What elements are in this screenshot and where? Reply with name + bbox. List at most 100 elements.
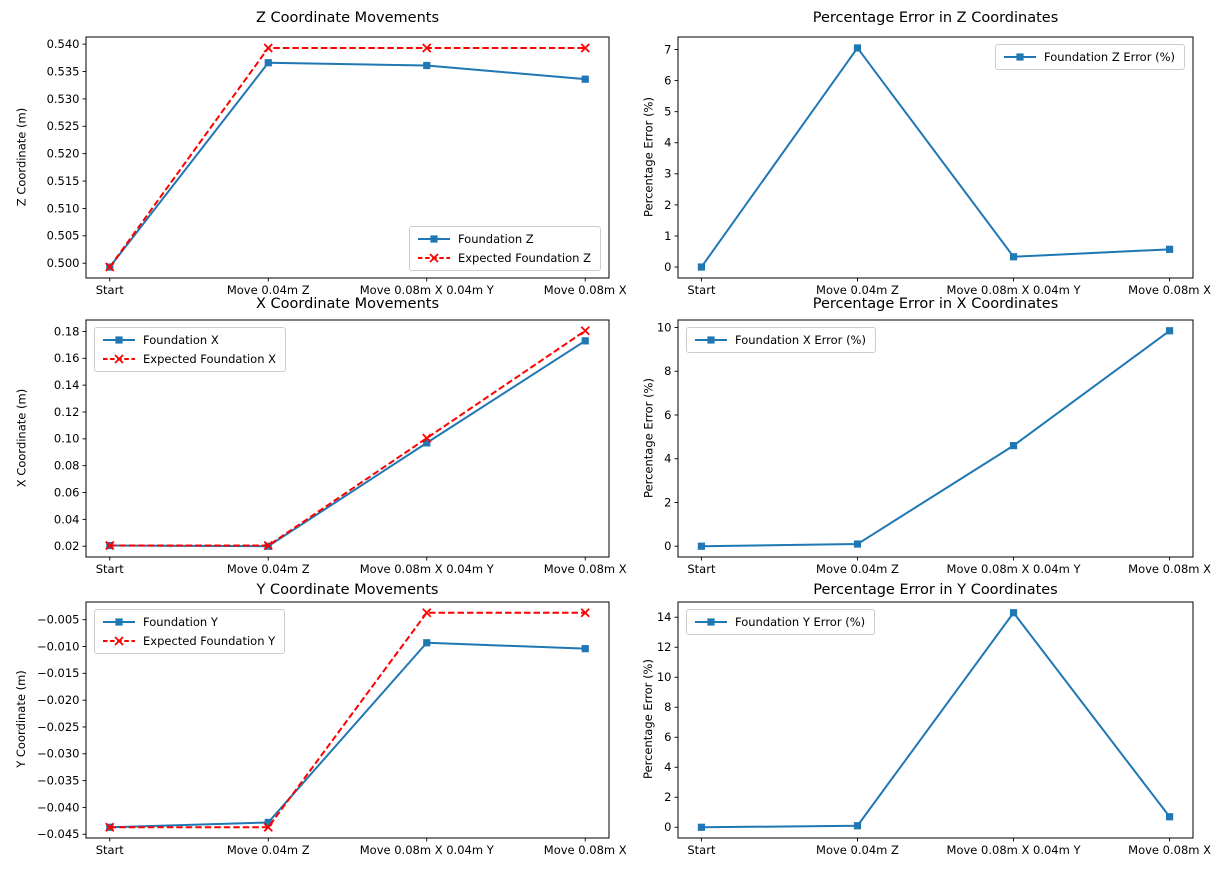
plot-area: 0 1 2 3 4 5 6 7 Start Move 0.04m Z Move 0.08m X 0.… — [664, 36, 1211, 297]
svg-text:Move 0.08m X 0.04m Y: Move 0.08m X 0.04m Y — [947, 843, 1082, 857]
chart-title: Y Coordinate Movements — [256, 582, 439, 598]
legend: Foundation Y Error (%) — [686, 609, 876, 635]
svg-text:0.520: 0.520 — [47, 147, 80, 161]
legend-item: Foundation Z Error (%) — [1003, 50, 1175, 64]
svg-text:−0.010: −0.010 — [37, 639, 80, 653]
svg-text:2: 2 — [664, 790, 671, 804]
svg-text:0.530: 0.530 — [47, 92, 80, 106]
svg-text:Move 0.08m X: Move 0.08m X — [1128, 562, 1211, 576]
subplot-y-error: Percentage Error in Y Coordinates Percen… — [612, 582, 1224, 873]
svg-text:−0.015: −0.015 — [37, 666, 80, 680]
svg-text:8: 8 — [664, 364, 671, 378]
svg-text:−0.020: −0.020 — [37, 693, 80, 707]
svg-text:Move 0.04m Z: Move 0.04m Z — [227, 843, 310, 857]
plot-area: 0 2 4 6 8 10 12 14 Start Move 0.04m Z Move 0.08m X… — [657, 601, 1211, 857]
svg-text:Start: Start — [96, 843, 125, 857]
svg-text:6: 6 — [664, 73, 671, 87]
svg-text:0.02: 0.02 — [54, 539, 80, 553]
svg-text:0.08: 0.08 — [54, 459, 80, 473]
svg-text:Move 0.04m Z: Move 0.04m Z — [816, 562, 899, 576]
svg-text:−0.035: −0.035 — [37, 774, 80, 788]
svg-text:Move 0.08m X: Move 0.08m X — [544, 562, 627, 576]
legend-label: Foundation Z — [457, 231, 534, 246]
svg-text:Start: Start — [96, 562, 125, 576]
svg-text:Move 0.04m Z: Move 0.04m Z — [816, 283, 899, 297]
chart-title: Z Coordinate Movements — [256, 10, 439, 26]
svg-text:Move 0.08m X 0.04m Y: Move 0.08m X 0.04m Y — [360, 843, 495, 857]
svg-text:0.16: 0.16 — [54, 351, 80, 365]
legend-marker-square-icon — [694, 333, 728, 347]
svg-text:Move 0.08m X 0.04m Y: Move 0.08m X 0.04m Y — [360, 562, 495, 576]
legend-label: Foundation X Error (%) — [735, 332, 866, 347]
svg-text:Move 0.08m X: Move 0.08m X — [1128, 843, 1211, 857]
svg-text:4: 4 — [664, 452, 671, 466]
svg-text:2: 2 — [664, 495, 671, 509]
subplot-z-coordinate-movements: Z Coordinate Movements Z Coordinate (m) … — [0, 0, 627, 297]
svg-text:5: 5 — [664, 105, 671, 119]
svg-text:Start: Start — [687, 843, 716, 857]
svg-text:4: 4 — [664, 136, 671, 150]
legend-item: Expected Foundation Z — [417, 251, 591, 265]
svg-text:2: 2 — [664, 198, 671, 212]
svg-text:−0.040: −0.040 — [37, 800, 80, 814]
plot-area: 0.500 0.505 0.510 0.515 0.520 0.525 0.530 0.535… — [47, 36, 627, 297]
svg-text:7: 7 — [664, 42, 671, 56]
legend-label: Expected Foundation Z — [457, 250, 591, 265]
svg-text:0.500: 0.500 — [47, 256, 80, 270]
svg-text:0: 0 — [664, 820, 671, 834]
legend: Foundation X Error (%) — [686, 327, 876, 353]
svg-text:Move 0.08m X: Move 0.08m X — [544, 843, 627, 857]
svg-text:12: 12 — [657, 640, 672, 654]
chart-title: X Coordinate Movements — [256, 296, 439, 312]
legend-label: Foundation X — [143, 332, 219, 347]
svg-text:10: 10 — [657, 320, 672, 334]
svg-text:1: 1 — [664, 229, 671, 243]
subplot-y-coordinate-movements: Y Coordinate Movements Y Coordinate (m) … — [0, 582, 627, 873]
svg-text:Move 0.04m Z: Move 0.04m Z — [816, 843, 899, 857]
svg-text:−0.030: −0.030 — [37, 747, 80, 761]
svg-text:Move 0.04m Z: Move 0.04m Z — [227, 283, 310, 297]
svg-text:8: 8 — [664, 700, 671, 714]
legend-label: Foundation Y Error (%) — [735, 614, 866, 629]
legend-item: Foundation Y Error (%) — [694, 615, 865, 629]
svg-text:−0.045: −0.045 — [37, 827, 80, 841]
svg-text:0.06: 0.06 — [54, 485, 80, 499]
svg-text:0.04: 0.04 — [54, 512, 80, 526]
svg-text:0: 0 — [664, 539, 671, 553]
legend-marker-square-icon — [102, 615, 136, 629]
legend-marker-square-icon — [694, 615, 728, 629]
subplot-x-coordinate-movements: X Coordinate Movements X Coordinate (m) … — [0, 291, 627, 582]
svg-text:Move 0.08m X 0.04m Y: Move 0.08m X 0.04m Y — [947, 562, 1082, 576]
svg-text:−0.025: −0.025 — [37, 720, 80, 734]
svg-text:0: 0 — [664, 260, 671, 274]
svg-text:0.18: 0.18 — [54, 324, 80, 338]
subplot-z-error: Percentage Error in Z Coordinates Percen… — [612, 0, 1224, 297]
svg-text:0.525: 0.525 — [47, 119, 80, 133]
legend-label: Foundation Z Error (%) — [1044, 49, 1175, 64]
legend-marker-x-icon — [417, 251, 451, 265]
svg-text:Move 0.08m X: Move 0.08m X — [544, 283, 627, 297]
legend-item: Expected Foundation X — [102, 352, 276, 366]
svg-text:−0.005: −0.005 — [37, 613, 80, 627]
legend-marker-square-icon — [1003, 50, 1037, 64]
plot-area: −0.045 −0.040 −0.035 −0.030 −0.025 −0.020 −0.0… — [37, 601, 627, 857]
svg-text:Move 0.04m Z: Move 0.04m Z — [227, 562, 310, 576]
svg-text:0.505: 0.505 — [47, 229, 80, 243]
svg-text:Move 0.08m X 0.04m Y: Move 0.08m X 0.04m Y — [360, 283, 495, 297]
svg-text:6: 6 — [664, 730, 671, 744]
svg-text:6: 6 — [664, 408, 671, 422]
svg-text:0.14: 0.14 — [54, 378, 80, 392]
svg-text:0.515: 0.515 — [47, 174, 80, 188]
legend: Foundation Z Error (%) — [995, 44, 1185, 70]
svg-text:0.510: 0.510 — [47, 201, 80, 215]
chart-title: Percentage Error in Z Coordinates — [812, 10, 1059, 26]
plot-area: 0.02 0.04 0.06 0.08 0.10 0.12 0.14 0.16 0.18 Star… — [54, 319, 627, 576]
svg-text:0.540: 0.540 — [47, 37, 80, 51]
svg-text:Start: Start — [687, 283, 716, 297]
svg-text:0.535: 0.535 — [47, 64, 80, 78]
legend: Foundation X Expected Foundation X — [94, 327, 287, 372]
legend-label: Expected Foundation Y — [143, 633, 276, 648]
legend-marker-x-icon — [102, 352, 136, 366]
legend-label: Expected Foundation X — [143, 351, 277, 366]
